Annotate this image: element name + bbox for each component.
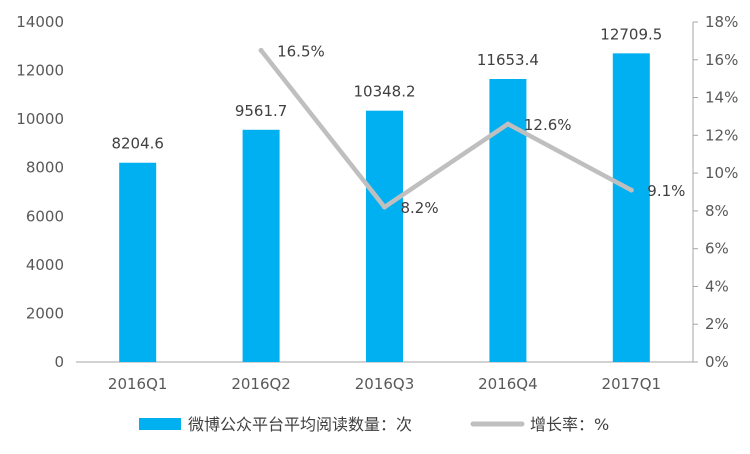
x-category-label: 2016Q2 bbox=[231, 375, 291, 393]
growth-rate-line[interactable] bbox=[258, 48, 634, 210]
y-right-tick-label: 16% bbox=[705, 51, 738, 69]
x-category-label: 2016Q3 bbox=[355, 375, 415, 393]
bar-data-label: 12709.5 bbox=[600, 25, 662, 43]
bar[interactable] bbox=[119, 162, 157, 362]
bar-data-label: 9561.7 bbox=[235, 102, 288, 120]
line-point[interactable] bbox=[258, 47, 264, 53]
line-data-label: 12.6% bbox=[524, 116, 572, 134]
x-category-label: 2016Q4 bbox=[478, 375, 538, 393]
y-right-tick-label: 4% bbox=[705, 277, 729, 295]
bar-data-label: 8204.6 bbox=[111, 135, 164, 153]
line-data-label: 9.1% bbox=[647, 182, 685, 200]
y-left-tick-label: 12000 bbox=[16, 62, 64, 80]
y-left-tick-label: 0 bbox=[54, 353, 64, 371]
y-left-tick-label: 6000 bbox=[26, 207, 64, 225]
y-left-tick-label: 2000 bbox=[26, 304, 64, 322]
bar[interactable] bbox=[612, 53, 650, 363]
y-right-tick-label: 6% bbox=[705, 240, 729, 258]
line-point[interactable] bbox=[505, 121, 511, 127]
y-right-tick-label: 0% bbox=[705, 353, 729, 371]
y-right-tick-label: 14% bbox=[705, 89, 738, 107]
line-data-label: 8.2% bbox=[401, 199, 439, 217]
bar[interactable] bbox=[366, 110, 403, 362]
legend-line-label: 增长率：% bbox=[530, 415, 609, 434]
line-point[interactable] bbox=[382, 204, 387, 210]
y-left-tick-label: 8000 bbox=[26, 159, 64, 177]
legend-bar-label: 微博公众平台平均阅读数量：次 bbox=[188, 415, 412, 434]
y-left-tick-label: 4000 bbox=[26, 256, 64, 274]
y-right-tick-label: 12% bbox=[705, 126, 738, 144]
legend-bar-swatch bbox=[139, 418, 181, 430]
y-right-tick-label: 10% bbox=[705, 164, 738, 182]
line-point[interactable] bbox=[628, 187, 634, 193]
x-category-label: 2016Q1 bbox=[108, 375, 168, 393]
y-right-tick-label: 8% bbox=[705, 202, 729, 220]
y-right-tick-label: 18% bbox=[705, 13, 738, 31]
y-right-tick-label: 2% bbox=[705, 315, 729, 333]
y-left-tick-label: 10000 bbox=[16, 110, 64, 128]
x-category-label: 2017Q1 bbox=[602, 375, 662, 393]
line-data-label: 16.5% bbox=[277, 42, 325, 60]
bar[interactable] bbox=[242, 129, 280, 362]
y-left-tick-label: 14000 bbox=[16, 13, 64, 31]
bar-data-label: 10348.2 bbox=[353, 83, 415, 101]
bar[interactable] bbox=[489, 78, 527, 362]
bar-data-label: 11653.4 bbox=[477, 51, 539, 69]
